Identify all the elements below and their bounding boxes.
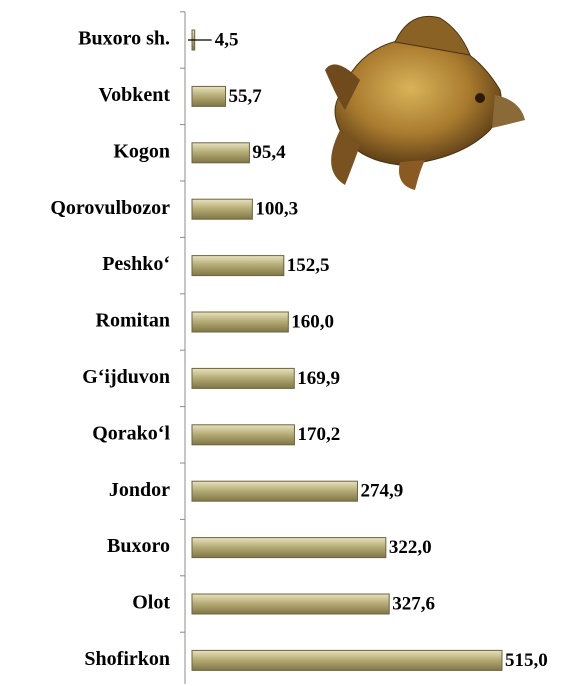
bar bbox=[191, 480, 358, 502]
value-label: 55,7 bbox=[229, 86, 263, 107]
bar bbox=[191, 255, 285, 277]
y-tick-label: Buxoro bbox=[107, 535, 170, 557]
bar bbox=[191, 593, 390, 615]
bar bbox=[191, 537, 387, 559]
y-tick-label: Peshko‘ bbox=[102, 253, 170, 275]
value-label: 322,0 bbox=[389, 537, 432, 558]
value-label: 170,2 bbox=[297, 424, 340, 445]
bar bbox=[191, 142, 250, 164]
y-tick-label: Qorako‘l bbox=[92, 422, 170, 444]
y-tick-label: G‘ijduvon bbox=[82, 366, 170, 388]
y-tick-label: Qorovulbozor bbox=[50, 197, 170, 219]
value-label: 515,0 bbox=[505, 650, 548, 671]
value-label: 4,5 bbox=[215, 29, 239, 50]
value-label: 100,3 bbox=[255, 199, 298, 220]
y-tick-label: Romitan bbox=[96, 310, 170, 332]
y-tick-label: Shofirkon bbox=[84, 648, 170, 670]
bar bbox=[191, 424, 295, 446]
y-tick-label: Buxoro sh. bbox=[78, 28, 170, 50]
value-label: 160,0 bbox=[291, 311, 334, 332]
fish-illustration bbox=[325, 16, 525, 190]
bar bbox=[191, 649, 503, 671]
y-tick-label: Olot bbox=[132, 592, 170, 614]
value-label: 152,5 bbox=[287, 255, 330, 276]
value-label: 169,9 bbox=[297, 368, 340, 389]
y-tick-label: Vobkent bbox=[98, 84, 170, 106]
value-label: 274,9 bbox=[360, 481, 403, 502]
value-label: 95,4 bbox=[252, 142, 286, 163]
value-label: 327,6 bbox=[392, 593, 435, 614]
y-tick-label: Kogon bbox=[113, 140, 170, 162]
bar bbox=[191, 367, 295, 389]
bar bbox=[191, 311, 289, 333]
bar bbox=[191, 85, 227, 107]
y-tick-label: Jondor bbox=[109, 479, 170, 501]
bar bbox=[191, 198, 253, 220]
